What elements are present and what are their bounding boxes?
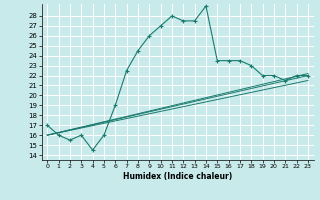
- X-axis label: Humidex (Indice chaleur): Humidex (Indice chaleur): [123, 172, 232, 181]
